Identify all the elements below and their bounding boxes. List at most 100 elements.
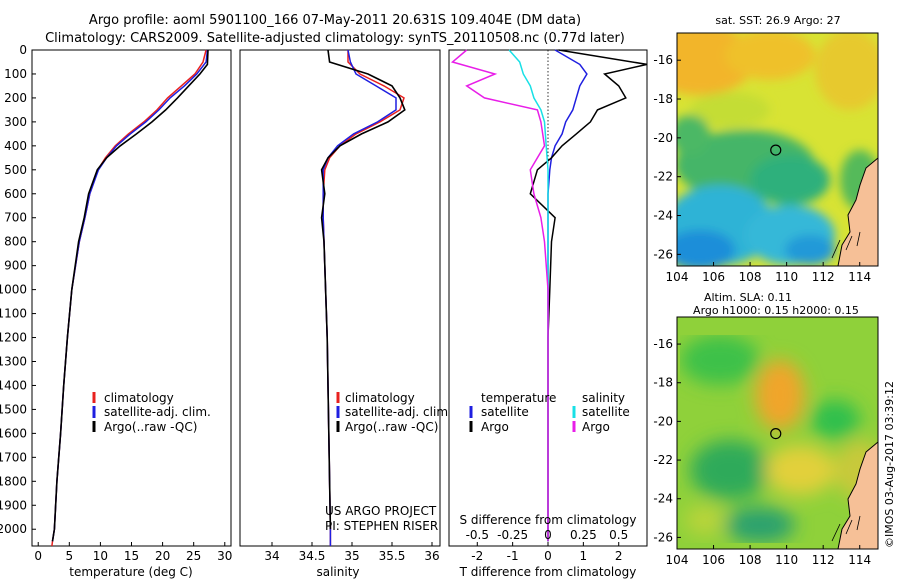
- sla-map-panel: Altim. SLA: 0.11 Argo h1000: 0.15 h2000:…: [653, 291, 879, 567]
- depth-tick-label: 1700: [0, 450, 27, 464]
- sst-map-title: sat. SST: 26.9 Argo: 27: [715, 14, 840, 27]
- legend-argo-s: Argo: [582, 420, 610, 434]
- depth-tick-label: 1900: [0, 498, 27, 512]
- legend-sat-t: satellite: [481, 405, 529, 419]
- latitude-tick-label: -26: [653, 530, 673, 544]
- t-diff-tick-label: 1: [580, 549, 588, 563]
- depth-tick-label: 400: [4, 139, 27, 153]
- header-line-1: Argo profile: aoml 5901100_166 07-May-20…: [89, 13, 581, 28]
- salinity-tick-label: 34.5: [299, 549, 326, 563]
- sst-field: [677, 33, 878, 266]
- t-difference-label: T difference from climatology: [459, 565, 637, 579]
- sla-map-title-2: Argo h1000: 0.15 h2000: 0.15: [693, 304, 859, 317]
- depth-tick-label: 1800: [0, 474, 27, 488]
- salinity-tick-label: 36: [424, 549, 439, 563]
- depth-tick-label: 1100: [0, 307, 27, 321]
- temperature-tick-label: 25: [186, 549, 201, 563]
- salinity-tick-label: 35.5: [379, 549, 406, 563]
- latitude-tick-label: -20: [653, 414, 673, 428]
- temperature-tick-label: 10: [93, 549, 108, 563]
- depth-tick-label: 800: [4, 235, 27, 249]
- latitude-tick-label: -22: [653, 453, 673, 467]
- temperature-ticks: 0 5 10 15 20 25 30: [34, 542, 232, 563]
- legend-argo: Argo(..raw -QC): [104, 420, 197, 434]
- salinity-axes-frame: [239, 49, 441, 547]
- salinity-axis-label: salinity: [316, 565, 359, 579]
- temperature-legend: climatology satellite-adj. clim. Argo(..…: [92, 391, 211, 434]
- temperature-tick-label: 30: [217, 549, 232, 563]
- credit-project: US ARGO PROJECT: [325, 504, 437, 518]
- t-difference-ticks: -2 -1 0 1 2: [471, 542, 623, 563]
- longitude-tick-label: 114: [848, 553, 871, 567]
- depth-tick-label: 300: [4, 115, 27, 129]
- salinity-legend: climatology satellite-adj. clim. Argo(..…: [336, 391, 452, 434]
- depth-tick-label: 700: [4, 211, 27, 225]
- longitude-tick-label: 108: [739, 270, 762, 284]
- legend-group-temperature: temperature: [481, 391, 556, 405]
- credit-pi: PI: STEPHEN RISER: [325, 519, 438, 533]
- depth-tick-label: 1500: [0, 402, 27, 416]
- temperature-tick-label: 5: [65, 549, 73, 563]
- series-line-argo_diff_s: [450, 49, 549, 542]
- difference-panel: -2 -1 0 1 2 -0.5 -0.25 0 0.25 0.5 S difference f…: [448, 49, 648, 579]
- salinity-panel: 34 34.5 35 35.5 36 salinity climatology sate…: [239, 49, 452, 579]
- depth-tick-label: 200: [4, 91, 27, 105]
- temperature-axis-label: temperature (deg C): [69, 565, 192, 579]
- longitude-tick-label: 108: [739, 553, 762, 567]
- latitude-tick-label: -16: [653, 337, 673, 351]
- sla-latitude-ticks: -16 -18 -20 -22 -24 -26: [653, 337, 681, 544]
- temperature-tick-label: 0: [34, 549, 42, 563]
- header-line-2: Climatology: CARS2009. Satellite-adjuste…: [45, 31, 625, 46]
- legend-climatology: climatology: [345, 391, 415, 405]
- salinity-lines: [320, 49, 406, 546]
- s-difference-label: S difference from climatology: [460, 513, 637, 527]
- longitude-tick-label: 110: [775, 553, 798, 567]
- latitude-tick-label: -16: [653, 53, 673, 67]
- sla-map-title-1: Altim. SLA: 0.11: [704, 291, 792, 304]
- temperature-tick-label: 20: [155, 549, 170, 563]
- t-diff-tick-label: -2: [471, 549, 483, 563]
- s-difference-ticks: -0.5 -0.25 0 0.25 0.5: [466, 528, 629, 542]
- sla-map-frame: [676, 316, 879, 550]
- depth-tick-label: 600: [4, 187, 27, 201]
- latitude-tick-label: -24: [653, 209, 673, 223]
- legend-satellite-adj: satellite-adj. clim.: [104, 405, 211, 419]
- longitude-tick-label: 110: [775, 270, 798, 284]
- s-diff-tick-label: 0.25: [570, 528, 597, 542]
- copyright-stamp: ©IMOS 03-Aug-2017 03:39:12: [883, 381, 896, 548]
- depth-tick-label: 1600: [0, 426, 27, 440]
- longitude-tick-label: 104: [666, 553, 689, 567]
- depth-tick-label: 2000: [0, 522, 27, 536]
- sla-longitude-ticks: 104 106 108 110 112 114: [666, 545, 871, 567]
- longitude-tick-label: 112: [812, 553, 835, 567]
- depth-tick-label: 100: [4, 67, 27, 81]
- longitude-tick-label: 114: [848, 270, 871, 284]
- longitude-tick-label: 106: [702, 270, 725, 284]
- latitude-tick-label: -24: [653, 492, 673, 506]
- legend-climatology: climatology: [104, 391, 174, 405]
- depth-tick-label: 500: [4, 163, 27, 177]
- sst-map-panel: sat. SST: 26.9 Argo: 27 104 106 10: [653, 14, 879, 284]
- depth-tick-label: 0: [19, 43, 27, 57]
- t-diff-tick-label: -1: [507, 549, 519, 563]
- series-line-argo: [51, 49, 209, 542]
- s-diff-tick-label: 0.5: [609, 528, 628, 542]
- temperature-tick-label: 15: [124, 549, 139, 563]
- sst-longitude-ticks: 104 106 108 110 112 114: [666, 262, 871, 284]
- salinity-tick-label: 34: [264, 549, 279, 563]
- temperature-axes-frame: [31, 49, 232, 547]
- s-diff-tick-label: -0.25: [497, 528, 528, 542]
- legend-group-salinity: salinity: [582, 391, 625, 405]
- temperature-lines: [51, 49, 209, 547]
- s-diff-tick-label: -0.5: [466, 528, 489, 542]
- sst-map-frame: [676, 32, 879, 267]
- sla-field: [677, 317, 878, 549]
- depth-tick-label: 1300: [0, 354, 27, 368]
- latitude-tick-label: -20: [653, 131, 673, 145]
- salinity-tick-label: 35: [344, 549, 359, 563]
- longitude-tick-label: 106: [702, 553, 725, 567]
- latitude-tick-label: -22: [653, 170, 673, 184]
- t-diff-tick-label: 2: [615, 549, 623, 563]
- legend-sat-s: satellite: [582, 405, 630, 419]
- latitude-tick-label: -18: [653, 92, 673, 106]
